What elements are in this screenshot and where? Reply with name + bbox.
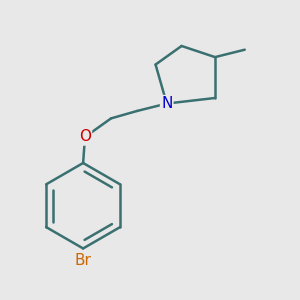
Text: N: N — [161, 96, 172, 111]
Text: Br: Br — [75, 253, 92, 268]
Text: O: O — [79, 130, 91, 145]
